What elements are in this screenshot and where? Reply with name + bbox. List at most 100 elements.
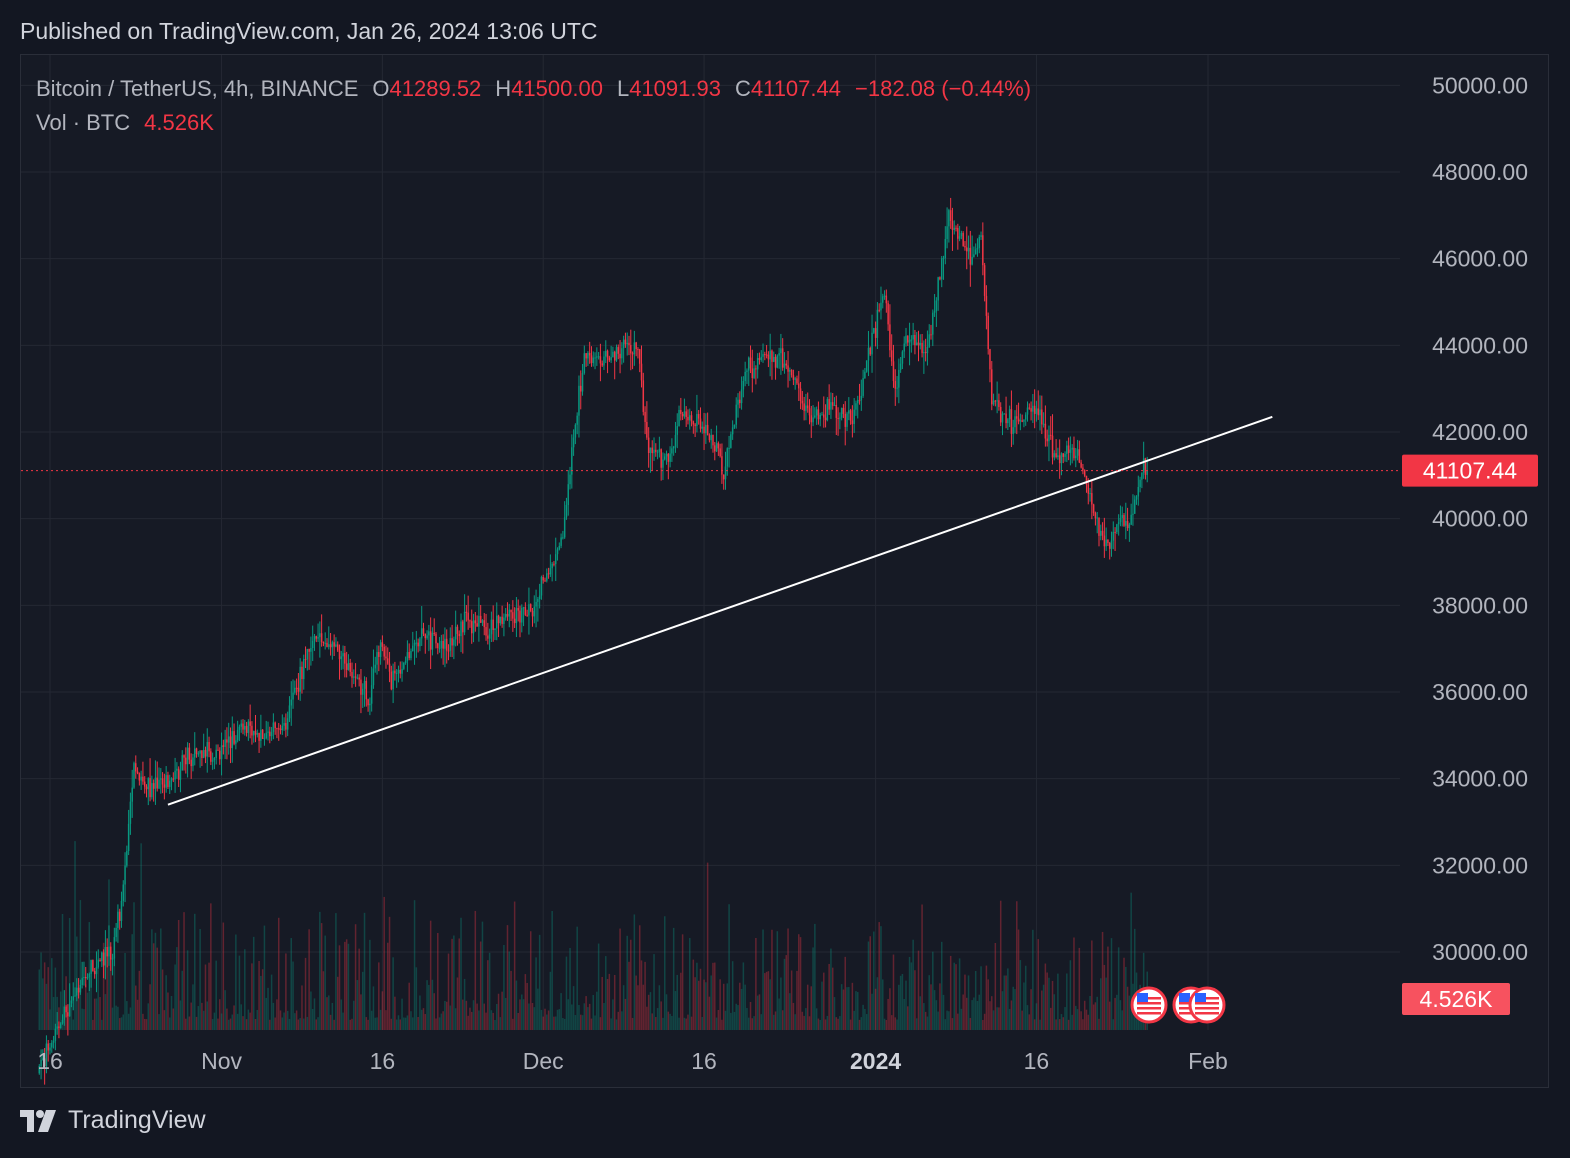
- tradingview-brand[interactable]: TradingView: [20, 1106, 206, 1135]
- candle-body: [1101, 530, 1104, 536]
- volume-bar: [49, 1009, 51, 1030]
- candle-body: [908, 339, 911, 343]
- volume-bar: [874, 988, 877, 1030]
- candle-body: [883, 295, 886, 297]
- candle-body: [258, 733, 260, 741]
- volume-bar: [851, 982, 854, 1030]
- candle-body: [1044, 423, 1047, 439]
- symbol-legend: Bitcoin / TetherUS, 4h, BINANCE O41289.52…: [36, 72, 1031, 140]
- volume-bar: [923, 1003, 925, 1030]
- candle-body: [417, 642, 419, 647]
- candle-body: [136, 771, 139, 774]
- candle-body: [295, 687, 298, 689]
- candle-body: [653, 449, 655, 454]
- volume-bar: [43, 962, 46, 1030]
- candle-body: [689, 415, 691, 421]
- volume-bar: [796, 970, 798, 1030]
- volume-bar: [428, 984, 430, 1030]
- volume-bar: [1085, 1009, 1088, 1030]
- volume-bar: [227, 1019, 230, 1030]
- candle-body: [656, 451, 659, 453]
- volume-bar: [823, 972, 825, 1030]
- volume-bar: [622, 985, 625, 1030]
- candle-body: [374, 664, 376, 669]
- volume-bar: [165, 975, 167, 1030]
- candle-body: [948, 210, 950, 227]
- close-value: 41107.44: [750, 76, 841, 101]
- candle-body: [142, 776, 144, 782]
- candle-body: [113, 937, 116, 959]
- volume-bar: [715, 1017, 718, 1030]
- volume-bar: [145, 1019, 148, 1030]
- candle-body: [143, 781, 146, 787]
- candle-body: [47, 1043, 49, 1051]
- volume-bar: [562, 1017, 564, 1030]
- candle-body: [183, 755, 185, 758]
- volume-bar: [831, 967, 834, 1030]
- candle-body: [435, 633, 437, 644]
- candle-body: [865, 360, 868, 372]
- volume-indicator-label[interactable]: Vol · BTC: [36, 110, 131, 135]
- volume-bar: [51, 958, 53, 1030]
- candle-body: [392, 670, 394, 690]
- volume-bar: [68, 917, 71, 1030]
- x-tick-label: 2024: [850, 1048, 901, 1074]
- volume-bar: [833, 997, 836, 1030]
- candle-body: [992, 400, 995, 405]
- volume-bar: [801, 1011, 804, 1030]
- volume-bar: [52, 997, 55, 1030]
- volume-bar: [254, 1018, 257, 1030]
- candle-body: [601, 363, 603, 366]
- candle-body: [361, 688, 364, 695]
- volume-bar: [95, 998, 98, 1030]
- candle-body: [99, 959, 101, 961]
- volume-bar: [613, 974, 616, 1030]
- symbol-name[interactable]: Bitcoin / TetherUS, 4h, BINANCE: [36, 76, 359, 101]
- candle-body: [1144, 458, 1147, 475]
- volume-bar: [399, 1019, 402, 1030]
- volume-bar: [45, 983, 48, 1030]
- candle-body: [755, 368, 757, 370]
- volume-bar: [708, 996, 711, 1030]
- volume-bar: [737, 1005, 739, 1030]
- candle-body: [1016, 416, 1018, 419]
- volume-bar: [658, 985, 661, 1030]
- volume-bar: [755, 937, 757, 1030]
- candle-body: [217, 749, 219, 751]
- candle-body: [596, 356, 598, 358]
- candle-body: [655, 449, 657, 452]
- volume-bar: [249, 1012, 251, 1030]
- volume-bar: [210, 903, 212, 1030]
- volume-bar: [1026, 1005, 1029, 1030]
- volume-bar: [551, 911, 553, 1030]
- candle-body: [1026, 407, 1029, 415]
- volume-bar: [696, 962, 698, 1030]
- volume-bar: [376, 1017, 378, 1030]
- volume-bar: [233, 1005, 235, 1030]
- volume-bar: [662, 1017, 664, 1030]
- candle-body: [133, 763, 135, 788]
- volume-bar: [783, 958, 786, 1030]
- volume-bar: [780, 977, 782, 1030]
- volume-bar: [894, 1017, 897, 1030]
- volume-bar: [458, 938, 460, 1030]
- volume-bar: [401, 998, 403, 1030]
- candle-body: [120, 900, 123, 921]
- volume-bar: [476, 1003, 478, 1030]
- volume-bar: [565, 956, 568, 1030]
- volume-bar: [504, 997, 507, 1030]
- volume-bar: [633, 914, 636, 1030]
- volume-bar: [142, 1013, 144, 1030]
- candle-body: [131, 787, 133, 802]
- candle-body: [376, 652, 378, 665]
- volume-bar: [735, 1003, 737, 1030]
- candle-body: [558, 545, 561, 550]
- volume-bar: [285, 953, 287, 1030]
- candle-body: [833, 404, 836, 406]
- chart-frame[interactable]: [20, 54, 1549, 1088]
- volume-bar: [90, 963, 92, 1030]
- candle-body: [40, 1059, 42, 1067]
- candle-body: [1082, 467, 1084, 471]
- volume-bar: [694, 977, 696, 1030]
